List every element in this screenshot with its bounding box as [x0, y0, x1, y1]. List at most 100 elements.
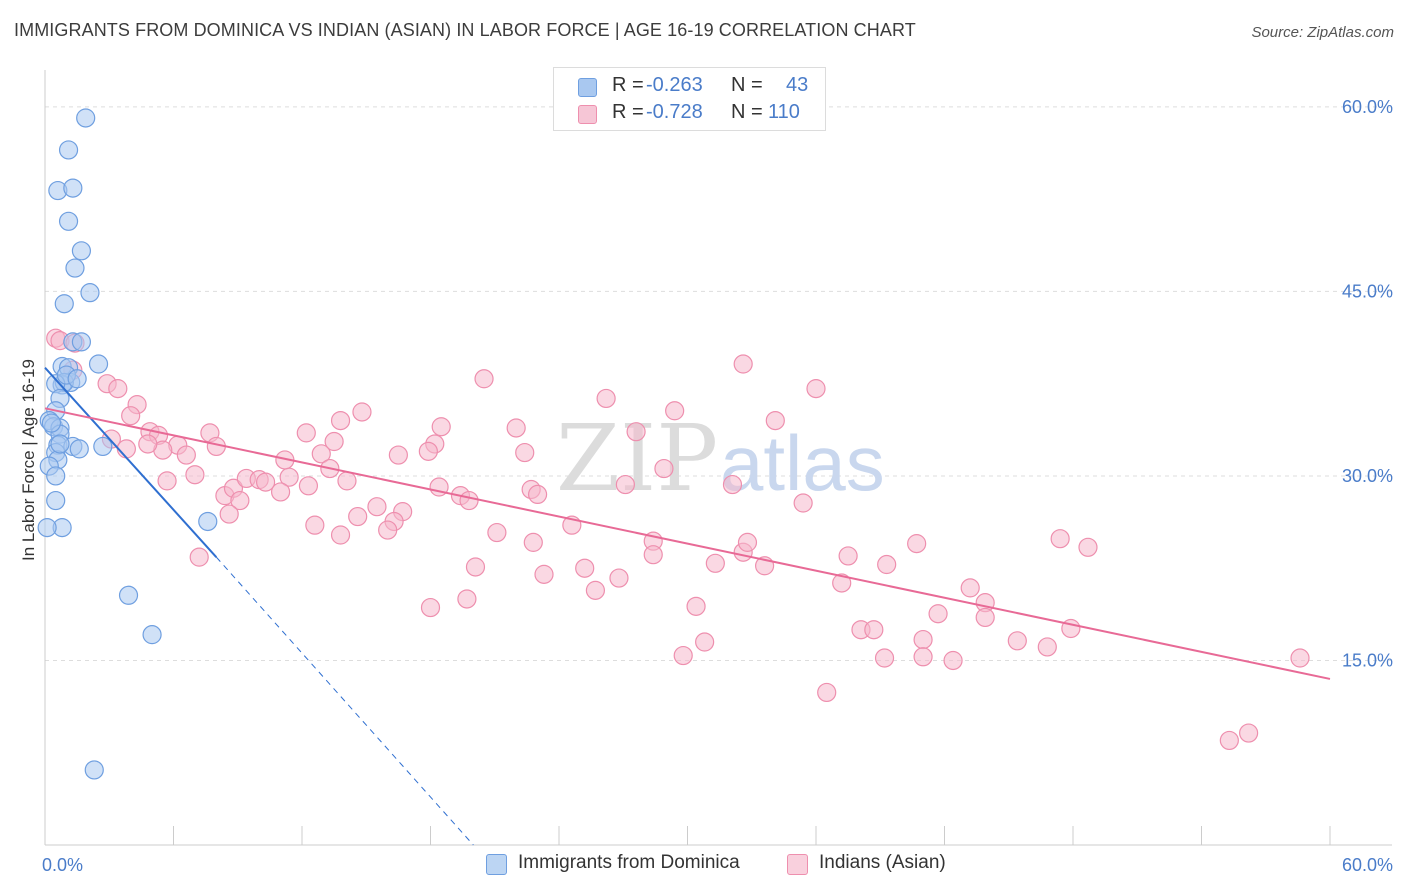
swatch-blue: [578, 78, 597, 97]
data-point: [219, 504, 239, 524]
data-point: [330, 410, 351, 431]
y-tick-label: 30.0%: [1342, 466, 1393, 486]
data-point: [596, 388, 616, 409]
data-point: [806, 379, 826, 399]
data-point: [459, 490, 479, 511]
trendline-dominica-extension: [215, 556, 474, 846]
data-point: [943, 650, 963, 671]
data-point: [330, 525, 351, 545]
y-axis-label: In Labor Force | Age 16-19: [19, 359, 38, 561]
data-point: [765, 410, 785, 431]
data-point: [960, 578, 980, 598]
y-tick-label: 15.0%: [1342, 650, 1393, 670]
x-tick-label-max: 60.0%: [1342, 855, 1393, 875]
data-point: [388, 445, 408, 465]
data-point: [474, 369, 494, 389]
stats-row-indians: R = -0.728 N = 110: [554, 101, 825, 129]
data-point: [157, 471, 177, 491]
n-label: N =: [731, 74, 763, 96]
data-point: [41, 413, 62, 433]
data-point: [58, 211, 79, 231]
trendlines: [44, 367, 1331, 846]
data-point: [67, 369, 87, 389]
r-label: R =: [612, 74, 644, 96]
data-point: [116, 439, 136, 459]
data-point: [609, 568, 629, 588]
data-point: [673, 645, 693, 666]
data-point: [487, 522, 507, 543]
data-point: [54, 294, 74, 314]
data-point: [80, 283, 100, 303]
data-point: [874, 648, 895, 668]
data-point: [733, 354, 753, 374]
data-point: [142, 625, 162, 645]
data-point: [298, 476, 319, 496]
data-point: [1078, 537, 1098, 557]
data-point: [722, 474, 743, 495]
data-point: [176, 445, 196, 465]
data-point: [311, 444, 331, 464]
data-point: [378, 520, 398, 540]
data-point: [1290, 648, 1310, 668]
data-point: [88, 354, 109, 374]
data-point: [121, 406, 141, 426]
data-point: [838, 546, 858, 566]
data-point: [1239, 723, 1259, 743]
data-point: [84, 760, 104, 780]
stats-legend-box: R = -0.263 N = 43 R = -0.728 N = 110: [553, 67, 826, 131]
data-point: [46, 490, 66, 511]
legend-label-indians: Indians (Asian): [819, 852, 946, 873]
data-point: [46, 466, 66, 486]
legend-swatch-pink: [787, 854, 808, 875]
r-value: -0.263: [646, 74, 703, 96]
data-point: [457, 589, 477, 609]
data-point: [686, 596, 706, 616]
data-point: [69, 439, 89, 459]
data-point: [76, 108, 96, 128]
y-tick-labels: 15.0% 30.0% 45.0% 60.0%: [1342, 97, 1393, 671]
data-point: [737, 532, 758, 552]
data-point: [1037, 637, 1057, 657]
watermark-atlas: atlas: [720, 419, 885, 507]
data-point: [93, 436, 113, 457]
data-point: [337, 471, 357, 491]
x-tick-labels: 0.0% 60.0%: [42, 855, 1393, 875]
data-point: [695, 632, 715, 652]
grid-lines: [45, 106, 1392, 661]
data-point: [50, 434, 70, 454]
chart-title: IMMIGRANTS FROM DOMINICA VS INDIAN (ASIA…: [14, 20, 916, 40]
data-point: [324, 431, 344, 452]
data-point: [367, 497, 387, 517]
r-value: -0.728: [646, 101, 703, 123]
data-point: [465, 557, 486, 577]
watermark: ZIP atlas: [556, 405, 885, 512]
n-label: N =: [731, 101, 763, 123]
data-point: [431, 417, 451, 437]
data-point: [108, 379, 128, 399]
y-tick-label: 45.0%: [1342, 281, 1393, 301]
series-indians-asian: [46, 328, 1310, 751]
data-point: [527, 484, 548, 505]
data-point: [817, 682, 837, 703]
data-point: [230, 490, 250, 511]
data-point: [296, 423, 316, 443]
data-point: [270, 482, 291, 502]
watermark-zip: ZIP: [556, 405, 718, 512]
data-point: [138, 434, 158, 454]
data-point: [198, 511, 218, 532]
data-point: [63, 178, 83, 198]
data-point: [907, 534, 927, 554]
legend-label-dominica: Immigrants from Dominica: [518, 852, 740, 873]
data-point: [793, 493, 813, 513]
trendline-dominica: [44, 367, 218, 558]
data-point: [118, 585, 139, 605]
data-point: [418, 441, 438, 461]
data-point: [913, 647, 933, 667]
data-point: [928, 604, 948, 624]
data-point: [705, 553, 725, 573]
data-point: [1007, 631, 1027, 651]
data-point: [913, 629, 933, 650]
data-point: [58, 140, 79, 160]
data-point: [352, 402, 372, 422]
data-point: [189, 547, 209, 567]
